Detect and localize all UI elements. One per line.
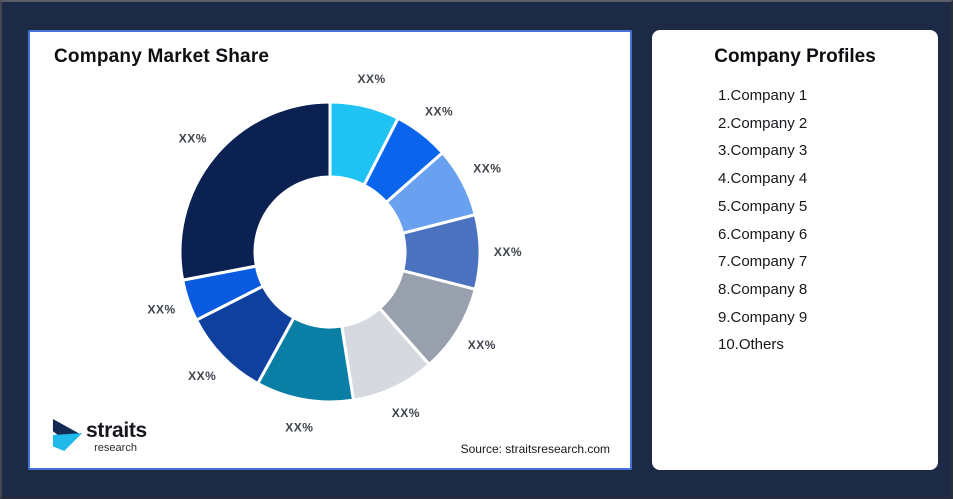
profiles-title: Company Profiles bbox=[714, 46, 876, 67]
profile-item-6: 6.Company 6 bbox=[718, 225, 808, 243]
donut-chart: XX% XX% XX% XX% XX% XX% XX% XX% XX% XX% bbox=[148, 72, 522, 434]
profile-item-3: 3.Company 3 bbox=[718, 142, 808, 160]
chart-title: Company Market Share bbox=[54, 46, 270, 67]
profile-item-4: 4.Company 4 bbox=[718, 170, 808, 188]
slice-label-3: XX% bbox=[473, 162, 501, 176]
chart-card: Company Market Share XX% XX% XX% XX% XX% XX% X… bbox=[28, 30, 632, 470]
profile-item-8: 8.Company 8 bbox=[718, 280, 808, 298]
slice-label-9: XX% bbox=[148, 303, 176, 317]
logo-subtitle: research bbox=[94, 442, 137, 454]
profile-item-1: 1.Company 1 bbox=[718, 87, 808, 104]
slice-label-10: XX% bbox=[179, 132, 207, 146]
slice-label-8: XX% bbox=[188, 369, 216, 383]
slice-label-6: XX% bbox=[392, 406, 420, 420]
slice-label-5: XX% bbox=[468, 338, 496, 352]
logo-text: straits research bbox=[86, 420, 147, 454]
profile-item-2: 2.Company 2 bbox=[718, 114, 808, 132]
slice-label-2: XX% bbox=[425, 104, 453, 118]
slice-label-4: XX% bbox=[494, 245, 522, 259]
straits-logo-icon bbox=[52, 419, 83, 452]
profile-item-7: 7.Company 7 bbox=[718, 253, 808, 271]
donut-slice-10 bbox=[178, 100, 332, 282]
profiles-list: 1.Company 1 2.Company 2 3.Company 3 4.Compa… bbox=[652, 82, 938, 359]
profile-item-9: 9.Company 9 bbox=[718, 308, 808, 326]
slice-label-7: XX% bbox=[285, 420, 313, 434]
straits-research-logo: straits research bbox=[52, 418, 147, 454]
slice-label-1: XX% bbox=[358, 72, 386, 86]
source-text: Source: straitsresearch.com bbox=[460, 442, 610, 456]
logo-name: straits bbox=[86, 419, 147, 442]
profile-item-10: 10.Others bbox=[718, 336, 784, 354]
profiles-card: Company Profiles 1.Company 1 2.Company 2 3… bbox=[652, 30, 938, 470]
profile-item-5: 5.Company 5 bbox=[718, 197, 808, 215]
